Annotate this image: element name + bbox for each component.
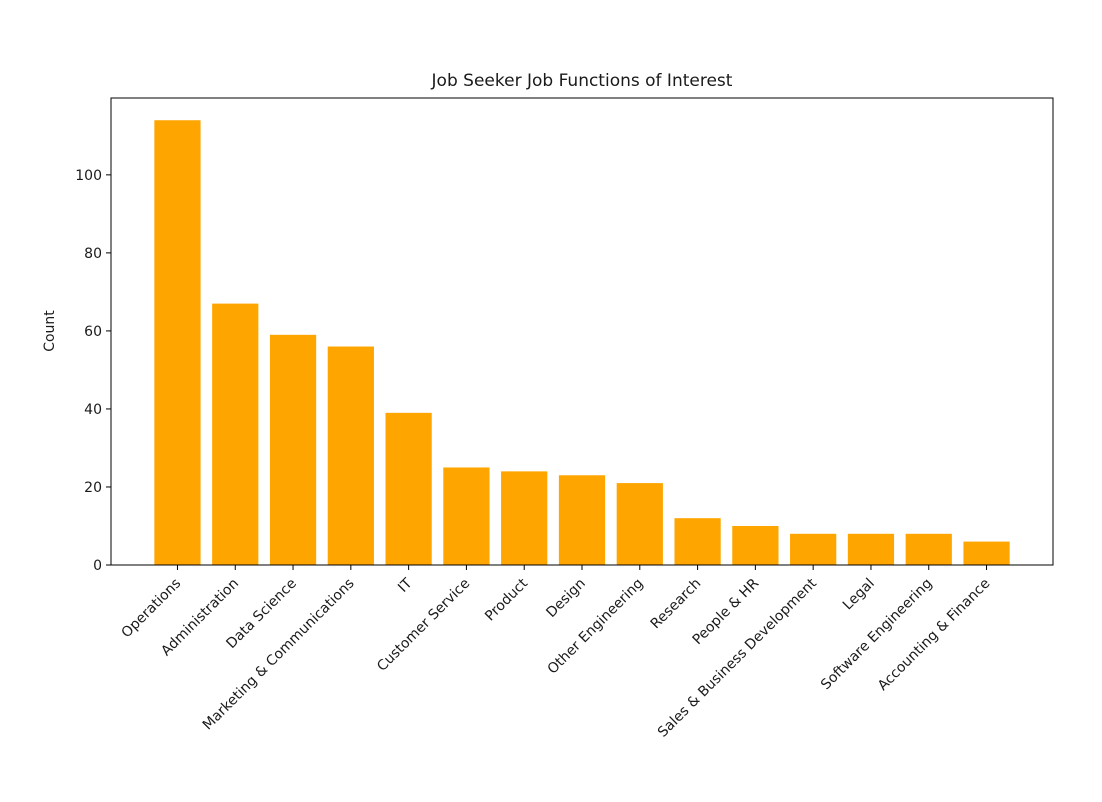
- x-tick-label: Software Engineering: [818, 576, 936, 694]
- bar: [501, 471, 548, 565]
- y-tick-label: 0: [93, 558, 102, 574]
- y-tick-label: 80: [84, 246, 102, 262]
- x-tick-label: Other Engineering: [545, 576, 647, 678]
- x-tick-label: Design: [543, 576, 588, 621]
- plot-frame: [110, 97, 1054, 566]
- bar: [963, 541, 1010, 565]
- x-tick-label: Customer Service: [374, 576, 473, 675]
- bar: [212, 303, 259, 565]
- y-tick-label: 100: [75, 168, 102, 184]
- bar: [385, 412, 432, 565]
- y-tick-label: 20: [84, 480, 102, 496]
- bar: [790, 533, 837, 565]
- x-tick-label: IT: [395, 575, 416, 596]
- y-axis-label: Count: [42, 310, 58, 352]
- bar: [558, 475, 606, 565]
- bar: [905, 533, 952, 565]
- bar: [616, 483, 663, 565]
- bar: [443, 467, 490, 565]
- x-tick-label: Accounting & Finance: [875, 576, 993, 694]
- bar: [269, 334, 317, 565]
- bar: [732, 525, 779, 565]
- chart-title: Job Seeker Job Functions of Interest: [431, 71, 733, 91]
- bar: [327, 346, 374, 565]
- bar: [154, 120, 201, 565]
- x-tick-label: Product: [482, 575, 531, 624]
- x-tick-label: Research: [648, 576, 705, 633]
- y-tick-label: 60: [84, 324, 102, 340]
- x-tick-label: Legal: [840, 576, 878, 614]
- bar: [674, 518, 721, 565]
- y-tick-label: 40: [84, 402, 102, 418]
- bar: [847, 533, 895, 565]
